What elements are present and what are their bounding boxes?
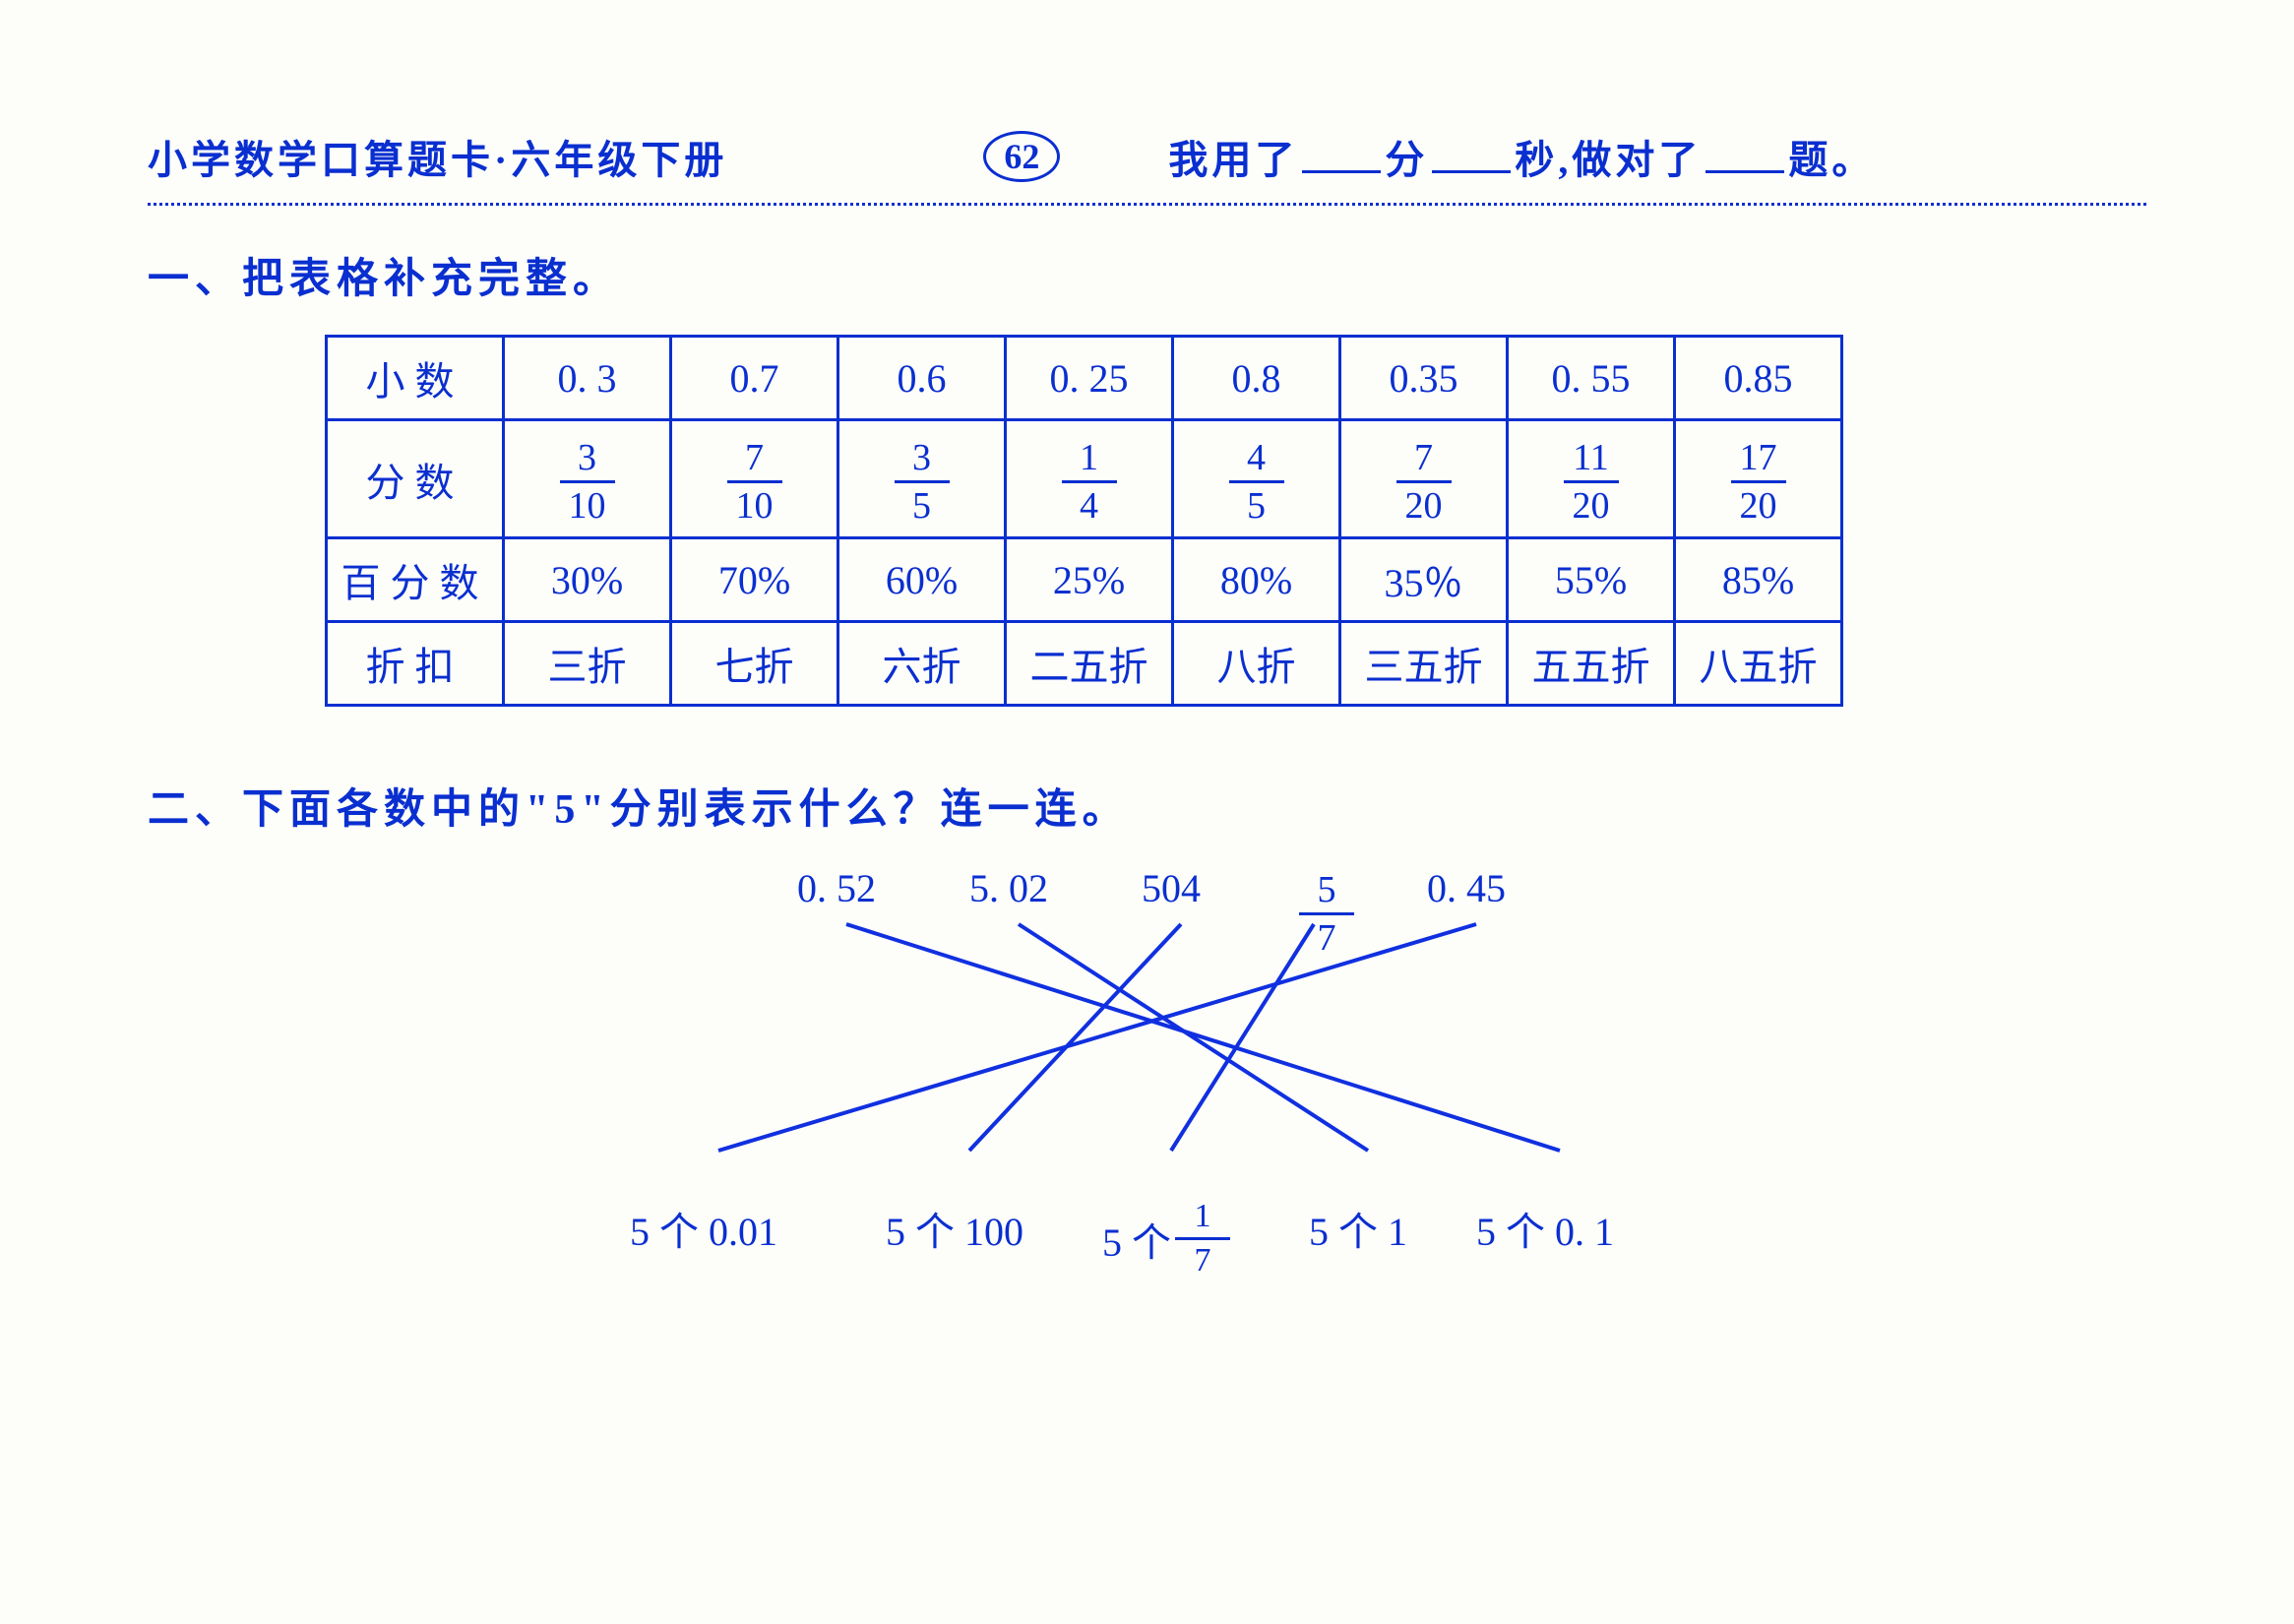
row-fraction: 分数 310 710 35 14 45 720 1120 1720 [327, 420, 1842, 538]
timer-line: 我用了 分 秒,做对了 题。 [1168, 128, 1875, 185]
top-item-4: 0. 45 [1427, 865, 1506, 911]
minutes-blank[interactable] [1302, 138, 1381, 173]
cell-pct-5: 35％ [1340, 538, 1508, 622]
cell-dec-7: 0.85 [1675, 337, 1842, 420]
matching-exercise: 0. 525. 02504570. 45 5 个 0.015 个 1005 个1… [522, 865, 1703, 1200]
section1-title: 一、把表格补充完整。 [148, 245, 2146, 305]
cell-dec-2: 0.6 [838, 337, 1006, 420]
cell-pct-6: 55% [1508, 538, 1675, 622]
cell-dec-0: 0. 3 [504, 337, 671, 420]
top-item-0: 0. 52 [797, 865, 876, 911]
row-decimal: 小数 0. 3 0.7 0.6 0. 25 0.8 0.35 0. 55 0.8… [327, 337, 1842, 420]
section2-title: 二、下面各数中的"5"分别表示什么？连一连。 [148, 776, 2146, 836]
label-fraction: 分数 [327, 420, 504, 538]
cell-frac-4: 45 [1173, 420, 1340, 538]
cell-dec-3: 0. 25 [1006, 337, 1173, 420]
cell-frac-2: 35 [838, 420, 1006, 538]
top-item-2: 504 [1142, 865, 1201, 911]
header-divider [148, 203, 2146, 206]
timer-prefix: 我用了 [1168, 128, 1298, 185]
label-discount: 折扣 [327, 622, 504, 706]
timer-suffix: 题。 [1788, 128, 1875, 185]
bottom-item-2: 5 个17 [1102, 1200, 1230, 1278]
bottom-item-3: 5 个 1 [1309, 1200, 1407, 1257]
bottom-item-0: 5 个 0.01 [630, 1200, 777, 1257]
timer-sec-label: 秒,做对了 [1515, 128, 1702, 185]
cell-disc-2: 六折 [838, 622, 1006, 706]
cell-dec-6: 0. 55 [1508, 337, 1675, 420]
bottom-item-4: 5 个 0. 1 [1476, 1200, 1614, 1257]
cell-frac-3: 14 [1006, 420, 1173, 538]
cell-frac-5: 720 [1340, 420, 1508, 538]
connection-lines [522, 865, 1703, 1200]
cell-disc-6: 五五折 [1508, 622, 1675, 706]
conversion-table: 小数 0. 3 0.7 0.6 0. 25 0.8 0.35 0. 55 0.8… [325, 335, 1843, 707]
cell-disc-3: 二五折 [1006, 622, 1173, 706]
label-percent: 百分数 [327, 538, 504, 622]
cell-pct-4: 80% [1173, 538, 1340, 622]
cell-dec-1: 0.7 [671, 337, 838, 420]
label-decimal: 小数 [327, 337, 504, 420]
cell-frac-7: 1720 [1675, 420, 1842, 538]
cell-frac-6: 1120 [1508, 420, 1675, 538]
page-number-badge: 62 [983, 131, 1060, 182]
cell-frac-1: 710 [671, 420, 838, 538]
cell-disc-1: 七折 [671, 622, 838, 706]
cell-dec-4: 0.8 [1173, 337, 1340, 420]
row-discount: 折扣 三折 七折 六折 二五折 八折 三五折 五五折 八五折 [327, 622, 1842, 706]
seconds-blank[interactable] [1432, 138, 1511, 173]
cell-disc-7: 八五折 [1675, 622, 1842, 706]
cell-frac-0: 310 [504, 420, 671, 538]
cell-disc-0: 三折 [504, 622, 671, 706]
top-item-1: 5. 02 [969, 865, 1048, 911]
cell-dec-5: 0.35 [1340, 337, 1508, 420]
worksheet-header: 小学数学口算题卡·六年级下册 62 我用了 分 秒,做对了 题。 [148, 128, 2146, 185]
cell-disc-4: 八折 [1173, 622, 1340, 706]
correct-blank[interactable] [1705, 138, 1784, 173]
row-percent: 百分数 30% 70% 60% 25% 80% 35％ 55% 85% [327, 538, 1842, 622]
cell-pct-3: 25% [1006, 538, 1173, 622]
timer-min-label: 分 [1385, 128, 1428, 185]
bottom-item-1: 5 个 100 [886, 1200, 1023, 1257]
cell-pct-7: 85% [1675, 538, 1842, 622]
cell-pct-1: 70% [671, 538, 838, 622]
cell-pct-2: 60% [838, 538, 1006, 622]
top-item-3: 57 [1299, 865, 1354, 957]
cell-pct-0: 30% [504, 538, 671, 622]
cell-disc-5: 三五折 [1340, 622, 1508, 706]
book-title: 小学数学口算题卡·六年级下册 [148, 128, 727, 185]
